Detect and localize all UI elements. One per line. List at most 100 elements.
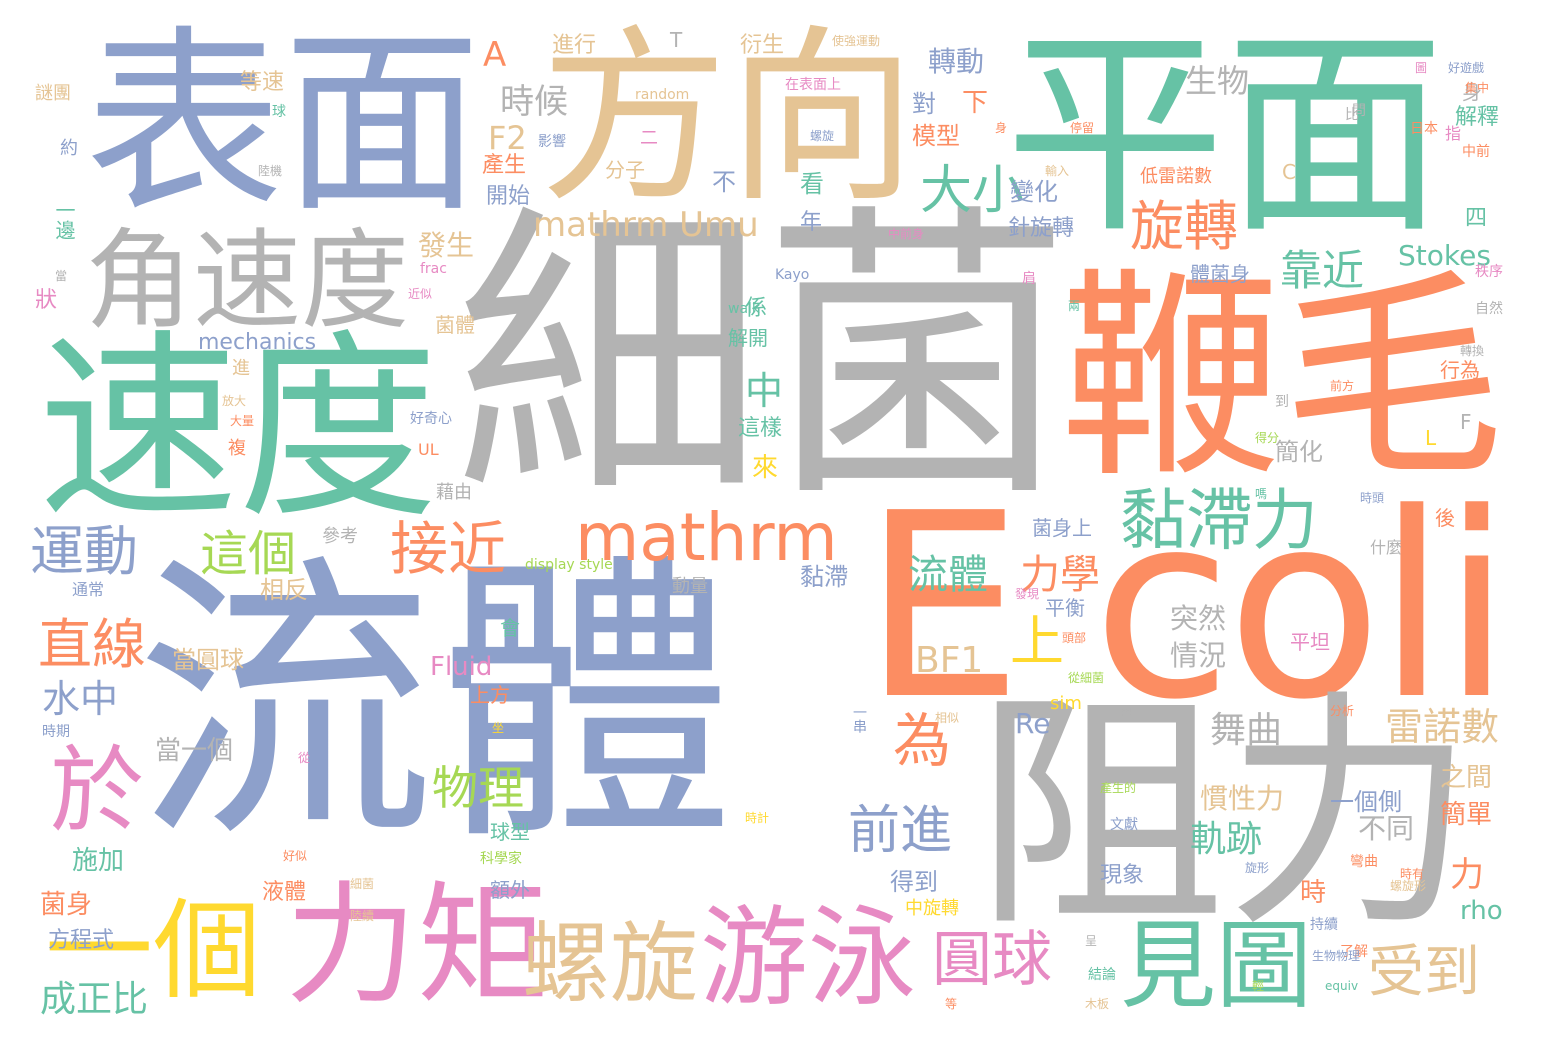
word-when-one: 當一個 [155, 736, 234, 766]
word-swim: 游泳 [700, 896, 917, 1021]
word-a: A [483, 35, 507, 75]
word-analysis: 分析 [1330, 704, 1355, 718]
word-ask: 問 [1352, 103, 1366, 119]
word-near: 靠近 [1280, 246, 1365, 295]
word-molecule: 分子 [605, 158, 645, 182]
word-scientist: 科學家 [480, 851, 522, 867]
word-again: 一再 [1108, 704, 1133, 718]
word-behavior: 行為 [1440, 358, 1480, 382]
word-middle: 中 [745, 369, 784, 413]
word-body-cell: 體菌身 [1190, 262, 1250, 286]
word-when-sphere: 當圓球 [172, 646, 244, 674]
word-mechanics: mechanics [198, 330, 317, 355]
word-figure: 圖 [1415, 61, 1428, 75]
word-derive: 衍生 [740, 33, 785, 58]
word-l: L [1425, 426, 1437, 450]
word-forward: 前進 [848, 801, 953, 861]
word-both: 兩 [1068, 299, 1081, 313]
word-plane: 平面 [1005, 7, 1446, 263]
word-produced: 產生的 [1100, 781, 1137, 795]
word-when-small: 當 [55, 269, 68, 283]
word-inertial-force: 慣性力 [1200, 782, 1285, 815]
word-flat: 平坦 [1290, 630, 1330, 654]
word-transform: 轉換 [1460, 344, 1485, 358]
word-straight-line: 直線 [38, 613, 146, 676]
word-spiral-small: 螺旋 [810, 129, 835, 143]
word-continue: 持續 [1310, 917, 1338, 933]
word-concentrate: 集中 [1465, 81, 1490, 95]
word-torque: 力矩 [285, 869, 549, 1023]
word-magnify: 放大 [222, 394, 247, 408]
word-front-body: 中前身 [888, 227, 925, 241]
word-mathrm-umu: mathrm Umu [533, 205, 759, 245]
word-display-style: display style [525, 557, 613, 573]
word-similar: 相似 [935, 711, 960, 725]
word-biology: 生物 [1185, 62, 1250, 100]
word-see-figure: 見圖 [1120, 910, 1312, 1022]
word-kayo: Kayo [775, 267, 810, 283]
word-rho: rho [1460, 896, 1503, 926]
word-approximate: 近似 [408, 287, 433, 301]
word-from: 從 [298, 751, 311, 765]
word-ratio: 比 [1345, 107, 1359, 123]
word-cell-body-2: 菌體 [435, 313, 475, 337]
word-front: 中前 [1462, 144, 1490, 160]
word-at: 於 [50, 737, 145, 846]
word-constant-speed: 等速 [240, 70, 285, 95]
word-not: 不 [712, 168, 736, 196]
word-a-string: 一串 [851, 705, 867, 733]
word-period: 時期 [42, 724, 70, 740]
word-proportional: 成正比 [40, 979, 149, 1020]
word-to: 對 [912, 90, 936, 118]
word-understand: 了解 [1340, 944, 1368, 960]
word-spiral: 螺旋 [522, 912, 699, 1015]
word-order: 秩序 [1475, 264, 1503, 280]
word-trajectory: 軌跡 [1190, 819, 1263, 860]
word-apply: 施加 [72, 846, 125, 876]
word-what: 什麼 [1370, 538, 1403, 557]
word-shape: 狀 [35, 288, 58, 313]
word-low-reynolds: 低雷諾數 [1140, 166, 1212, 187]
word-stokes: Stokes [1398, 239, 1491, 272]
word-phenomenon: 現象 [1100, 863, 1145, 888]
word-look: 看 [800, 170, 824, 198]
word-f: F [1460, 410, 1472, 434]
word-sphere-type: 球型 [490, 820, 530, 844]
word-advance: 進 [232, 358, 250, 379]
word-in-water: 水中 [42, 677, 119, 721]
word-force: 力 [1450, 855, 1484, 895]
word-mathrm: mathrm [575, 499, 838, 576]
word-seem: 好似 [283, 849, 308, 863]
word-question: 嗎 [1255, 487, 1268, 501]
word-complex: 複 [228, 438, 246, 459]
word-flagella: 鞭毛 [1060, 250, 1504, 508]
word-two: 二 [640, 128, 658, 149]
word-time: 時 [1300, 878, 1327, 908]
word-t: T [670, 28, 683, 52]
word-needle-rotation: 針旋轉 [1008, 216, 1075, 241]
word-reference: 參考 [322, 526, 358, 547]
word-re: Re [1015, 707, 1051, 740]
word-influence: 影響 [538, 134, 566, 150]
word-bf1: BF1 [915, 640, 984, 681]
word-bacteria-small: 細菌 [350, 877, 375, 891]
word-one-side: 一個側 [1330, 788, 1402, 816]
word-successively: 陸續 [350, 909, 375, 923]
word-bend: 彎曲 [1350, 854, 1378, 870]
word-bacteria: 細菌 [455, 179, 1071, 538]
word-input: 輸入 [1045, 164, 1070, 178]
word-after: 後 [1435, 506, 1455, 530]
word-fluid-en: Fluid [430, 652, 493, 682]
word-ahead: 前方 [1330, 379, 1355, 393]
word-head: 時頭 [1360, 491, 1385, 505]
word-ball: 球 [272, 104, 286, 120]
word-nice-game: 好遊戲 [1448, 61, 1485, 75]
word-via: 藉由 [436, 482, 472, 503]
word-situation: 情況 [1170, 639, 1227, 672]
word-relation: 係 [745, 296, 768, 321]
word-above: 上方 [470, 683, 510, 707]
word-angular-velocity: 角速度 [85, 219, 410, 344]
word-sit: 坐 [492, 721, 505, 735]
word-score: 得分 [1255, 431, 1280, 445]
